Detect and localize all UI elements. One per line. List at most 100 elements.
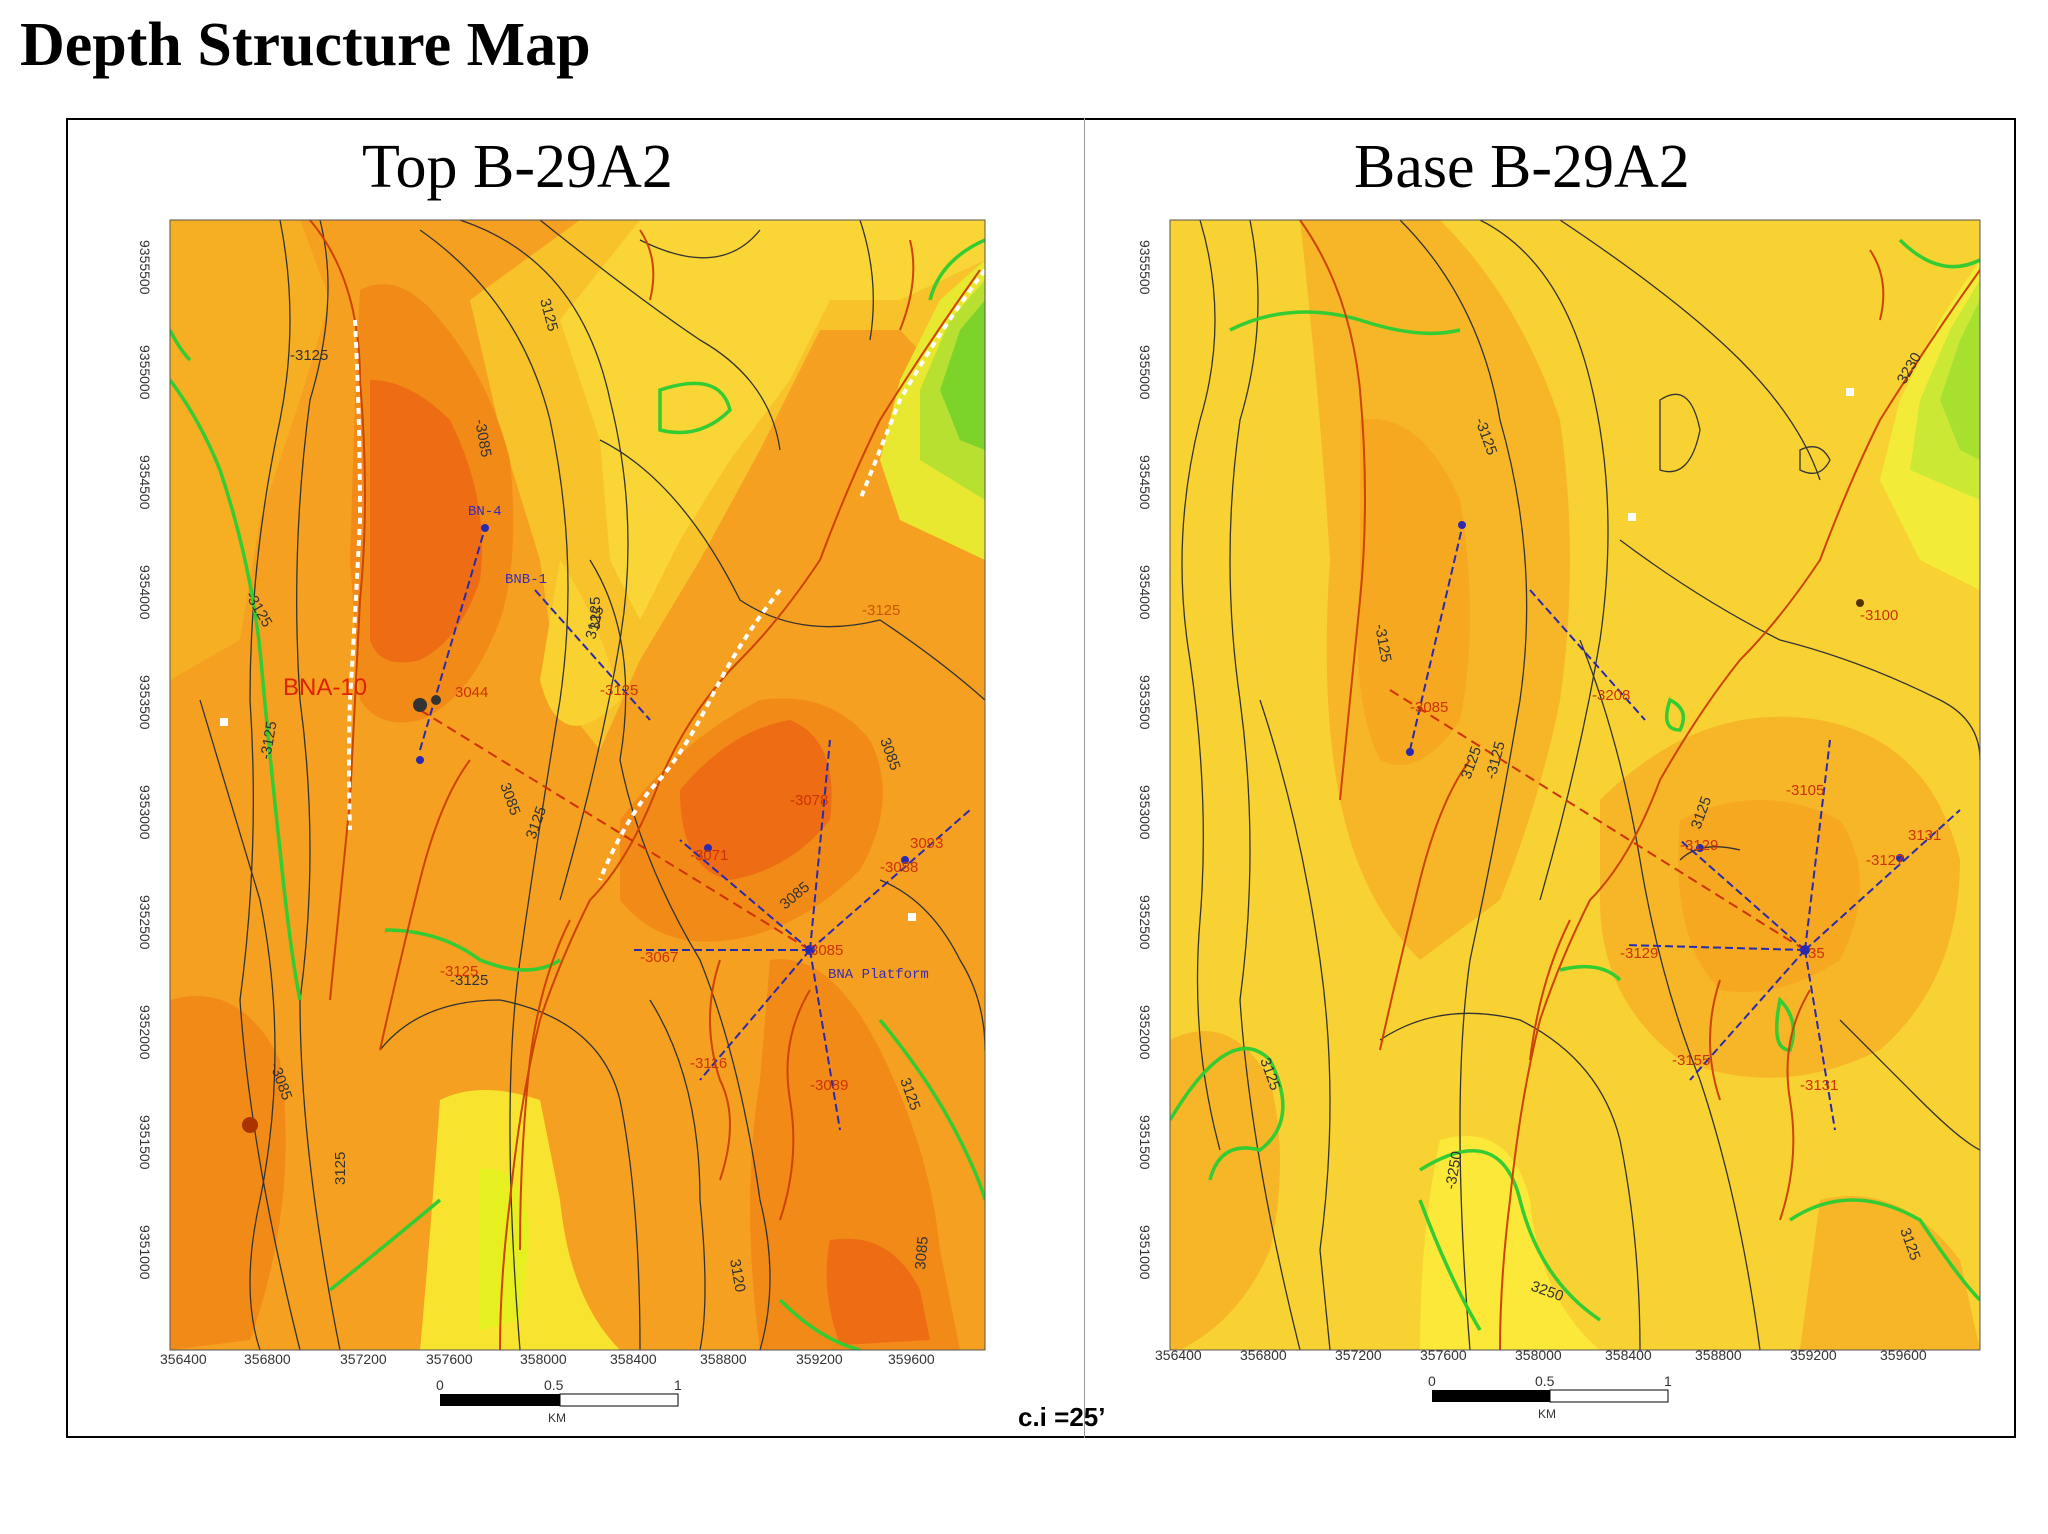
structural-high <box>680 720 832 880</box>
structural-high <box>170 996 286 1350</box>
y-tick: 9352500 <box>1137 895 1153 950</box>
y-tick: 9351000 <box>1137 1225 1153 1280</box>
contour-band <box>1800 1196 1980 1350</box>
value-label: -3078 <box>790 792 828 809</box>
y-tick: 9354000 <box>137 565 153 620</box>
x-tick: 359200 <box>796 1351 843 1367</box>
contour-band <box>560 220 985 620</box>
structural-high <box>1357 419 1470 765</box>
value-label: -3089 <box>810 1077 848 1094</box>
contour-label: -3125 <box>1371 623 1394 664</box>
scale-bar-black <box>440 1394 560 1406</box>
y-axis-top: 9355500 9355000 9354500 9354000 9353500 … <box>137 240 153 1280</box>
well-paths <box>1409 527 1961 1131</box>
y-tick: 9352500 <box>137 895 153 950</box>
y-tick: 9352000 <box>1137 1005 1153 1060</box>
x-tick: 359200 <box>1790 1347 1837 1363</box>
map-border <box>1169 219 1981 1351</box>
section-line <box>1389 689 1806 951</box>
value-label: -3129 <box>1620 945 1658 962</box>
well-markers <box>242 524 909 1133</box>
value-label: -3105 <box>1786 782 1824 799</box>
well-label-bn-4: BN-4 <box>468 504 502 520</box>
x-tick: 356400 <box>160 1351 207 1367</box>
value-label: 3093 <box>910 835 943 852</box>
x-tick: 357200 <box>1335 1347 1382 1363</box>
y-tick: 9351500 <box>137 1115 153 1170</box>
fault-lines <box>1299 220 1980 1350</box>
figure-frame <box>66 118 2016 1438</box>
y-tick: 9351000 <box>137 1225 153 1280</box>
scale-label: 0.5 <box>1535 1373 1555 1389</box>
value-label: 3085 <box>810 942 843 959</box>
contour-lines <box>199 220 985 1350</box>
well-paths <box>419 527 971 1131</box>
scale-label: 0 <box>436 1377 444 1393</box>
contour-label: 3125 <box>332 1152 349 1185</box>
x-tick: 358800 <box>700 1351 747 1367</box>
y-tick: 9351500 <box>1137 1115 1153 1170</box>
y-tick: 9352000 <box>137 1005 153 1060</box>
structural-high <box>826 1238 930 1345</box>
x-tick: 356400 <box>1155 1347 1202 1363</box>
value-label: -3071 <box>690 847 728 864</box>
x-axis-base: 356400 356800 357200 357600 358000 35840… <box>1155 1347 1927 1363</box>
y-tick: 9354500 <box>137 455 153 510</box>
value-label: -3125 <box>600 682 638 699</box>
fault-marks <box>347 268 985 881</box>
contour-label: 3120 <box>726 1258 749 1294</box>
map-border <box>169 219 986 1351</box>
x-tick: 358000 <box>1515 1347 1562 1363</box>
y-tick: 9355000 <box>137 345 153 400</box>
x-tick: 357600 <box>1420 1347 1467 1363</box>
contour-label: -3125 <box>290 347 328 364</box>
x-tick: 356800 <box>244 1351 291 1367</box>
x-tick: 358000 <box>520 1351 567 1367</box>
contour-label: -3250 <box>1442 1150 1465 1191</box>
well-label-bna-10: BNA-10 <box>283 674 367 701</box>
value-label: -3125 <box>440 963 478 980</box>
contour-label: -3125 <box>450 972 488 989</box>
structural-high <box>750 959 960 1350</box>
value-label: -3127 <box>1866 852 1904 869</box>
value-label: -3131 <box>1800 1077 1838 1094</box>
x-tick: 356800 <box>1240 1347 1287 1363</box>
x-tick: 358400 <box>610 1351 657 1367</box>
x-tick: 357600 <box>426 1351 473 1367</box>
y-axis-base: 9355500 9355000 9354500 9354000 9353500 … <box>1137 240 1153 1280</box>
white-points <box>220 718 916 921</box>
contour-label: -3085 <box>471 418 494 459</box>
contour-band <box>1940 300 1980 460</box>
value-label: -3155 <box>1672 1052 1710 1069</box>
white-points <box>1628 388 1854 521</box>
value-label: -3100 <box>1860 607 1898 624</box>
x-tick: 359600 <box>888 1351 935 1367</box>
y-tick: 9354500 <box>1137 455 1153 510</box>
scale-bar-white <box>559 1393 679 1407</box>
panel-title-base: Base B-29A2 <box>1354 133 1690 201</box>
x-tick: 358400 <box>1605 1347 1652 1363</box>
scale-label: 0.5 <box>544 1377 564 1393</box>
panel-title-top: Top B-29A2 <box>362 133 673 201</box>
contour-band <box>940 300 985 450</box>
scale-label: 1 <box>1664 1373 1672 1389</box>
value-label: -3067 <box>640 949 678 966</box>
contour-band <box>540 560 620 726</box>
value-label: 3131 <box>1908 827 1941 844</box>
value-label: 35 <box>1808 945 1825 962</box>
y-tick: 9355000 <box>1137 345 1153 400</box>
y-tick: 9353000 <box>1137 785 1153 840</box>
x-tick: 359600 <box>1880 1347 1927 1363</box>
contour-interval-note: c.i =25’ <box>1018 1402 1106 1432</box>
y-tick: 9354000 <box>1137 565 1153 620</box>
map-base <box>1170 220 1980 1350</box>
contour-label: 3085 <box>912 1236 932 1271</box>
scale-label: 0 <box>1428 1373 1436 1389</box>
value-label: -3208 <box>1592 687 1630 704</box>
y-tick: 9355500 <box>137 240 153 295</box>
value-label: 3044 <box>455 684 488 701</box>
y-tick: 9353000 <box>137 785 153 840</box>
scale-bar-base: 0 0.5 1 KM <box>1428 1373 1672 1421</box>
scale-bar-white <box>1549 1389 1669 1403</box>
